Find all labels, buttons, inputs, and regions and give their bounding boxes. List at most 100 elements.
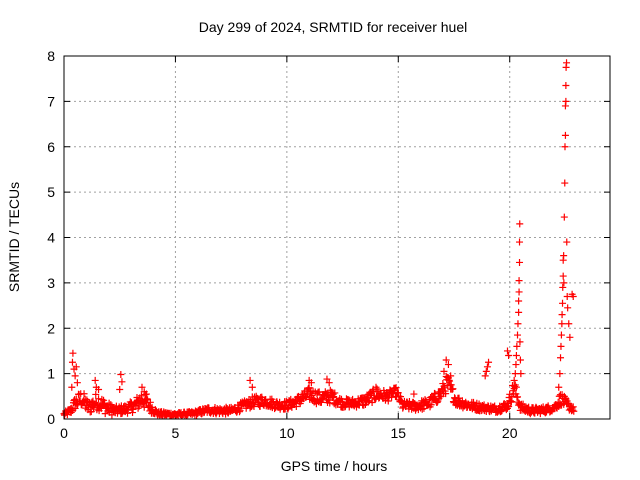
data-points	[60, 59, 578, 420]
data-point	[515, 288, 523, 296]
data-point	[556, 370, 564, 378]
data-point	[331, 389, 339, 397]
data-point	[307, 379, 315, 387]
x-tick-label: 20	[502, 425, 518, 441]
data-point	[142, 390, 150, 398]
y-tick-label: 5	[47, 184, 55, 200]
plot-frame	[63, 55, 611, 420]
data-point	[557, 342, 565, 350]
grid	[64, 56, 610, 419]
data-point	[515, 297, 523, 305]
data-point	[559, 299, 567, 307]
data-point	[440, 367, 448, 375]
data-point	[483, 363, 491, 371]
data-point	[485, 358, 493, 366]
data-point	[418, 405, 426, 413]
x-tick-label: 10	[279, 425, 295, 441]
data-point	[482, 367, 490, 375]
data-point	[95, 395, 103, 403]
data-point	[561, 143, 569, 151]
data-point	[146, 398, 154, 406]
y-tick-label: 7	[47, 93, 55, 109]
data-point	[517, 370, 525, 378]
x-tick-label: 0	[60, 425, 68, 441]
data-point	[292, 403, 300, 411]
data-point	[442, 356, 450, 364]
data-point	[566, 333, 574, 341]
data-point	[71, 396, 79, 404]
data-point	[360, 401, 368, 409]
data-point	[514, 331, 522, 339]
data-point	[516, 258, 524, 266]
data-point	[558, 311, 566, 319]
data-point	[557, 354, 565, 362]
data-point	[91, 376, 99, 384]
data-point	[559, 283, 567, 291]
x-tick-label: 15	[390, 425, 406, 441]
data-point	[69, 349, 77, 357]
data-point	[391, 384, 399, 392]
y-tick-label: 3	[47, 275, 55, 291]
y-tick-label: 0	[47, 411, 55, 427]
data-point	[561, 179, 569, 187]
data-point	[68, 383, 76, 391]
data-point	[73, 379, 81, 387]
data-point	[563, 238, 571, 246]
axis-ticks: 0 5 10 15 20 0 1 2 3 4 5 6 7 8	[47, 48, 610, 441]
data-point	[315, 388, 323, 396]
data-point	[515, 277, 523, 285]
data-point	[447, 372, 455, 380]
data-point	[562, 81, 570, 89]
data-point	[570, 407, 578, 415]
data-point	[138, 383, 146, 391]
data-point	[512, 361, 520, 369]
data-point	[514, 320, 522, 328]
data-point	[560, 213, 568, 221]
data-point	[409, 398, 417, 406]
data-point	[569, 292, 577, 300]
data-point	[516, 220, 524, 228]
y-tick-label: 8	[47, 48, 55, 64]
data-point	[516, 338, 524, 346]
x-tick-label: 5	[172, 425, 180, 441]
data-point	[325, 379, 333, 387]
y-tick-label: 1	[47, 366, 55, 382]
data-point	[557, 331, 565, 339]
data-point	[503, 347, 511, 355]
data-point	[563, 292, 571, 300]
data-point	[512, 383, 520, 391]
data-point	[562, 97, 570, 105]
data-point	[505, 402, 513, 410]
data-point	[449, 385, 457, 393]
data-point	[516, 356, 524, 364]
data-point	[556, 399, 564, 407]
data-point	[323, 375, 331, 383]
data-point	[323, 390, 331, 398]
data-point	[427, 401, 435, 409]
data-point	[510, 376, 518, 384]
data-point	[561, 131, 569, 139]
data-point	[565, 320, 573, 328]
y-tick-label: 2	[47, 320, 55, 336]
data-point	[71, 372, 79, 380]
data-point	[392, 384, 400, 392]
data-point	[513, 342, 521, 350]
data-point	[481, 372, 489, 380]
data-point	[116, 386, 124, 394]
data-point	[72, 363, 80, 371]
data-point	[92, 390, 100, 398]
x-axis-label: GPS time / hours	[281, 458, 388, 474]
y-tick-label: 6	[47, 139, 55, 155]
data-point	[410, 390, 418, 398]
data-point	[75, 390, 83, 398]
data-point	[559, 272, 567, 280]
data-point	[118, 378, 126, 386]
data-point	[305, 384, 313, 392]
y-tick-label: 4	[47, 230, 55, 246]
data-point	[135, 402, 143, 410]
data-point	[515, 308, 523, 316]
data-point	[442, 390, 450, 398]
chart-title: Day 299 of 2024, SRMTID for receiver hue…	[199, 19, 467, 35]
data-point	[512, 351, 520, 359]
